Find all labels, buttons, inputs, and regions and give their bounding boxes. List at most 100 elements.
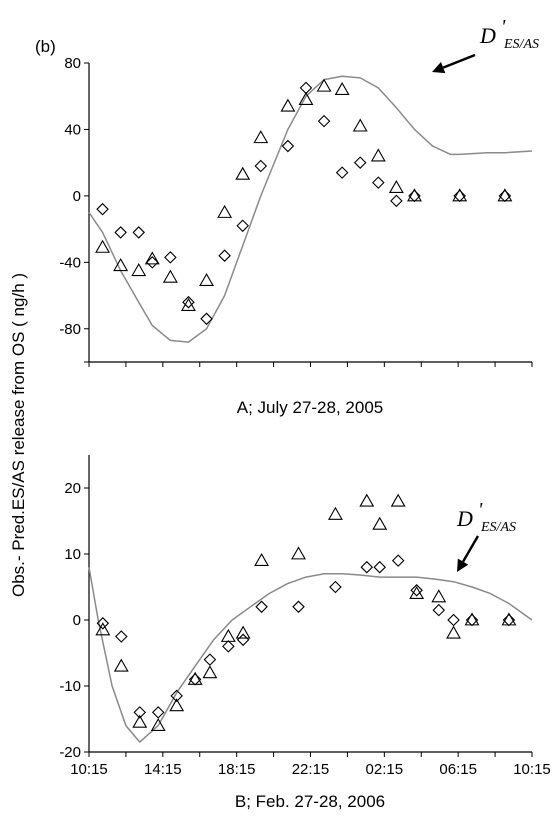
panel-b-triangle-point [431,589,447,603]
panel-b-y-tick-label: 20 [64,480,81,497]
panel-b-triangle-point [169,698,185,712]
panel-b-triangle-point [150,717,166,732]
panel-a-diamond-point [218,249,231,262]
panel-b-diamond-point [391,554,405,567]
panel-a-triangle-point [217,204,233,218]
panel-a-diamond-point [372,176,385,189]
panel-a-diamond-point [96,202,109,216]
panel-a-diamond-point [114,226,127,239]
panel-a-diamond-point [335,166,349,179]
panel-a-y-tick-label: 40 [64,121,81,138]
panel-b-triangle-point [359,493,375,507]
panel-a-model-curve [88,75,533,343]
panel-b-diamond-point [170,689,183,703]
panel-a-diamond-point [164,251,177,264]
panel-b-x-tick-label: 14:15 [144,761,182,778]
panel-b-diamond-point [133,706,147,719]
panel-label: (b) [35,37,56,56]
panel-b-y-tick-label: -20 [59,744,81,761]
panel-a-title: A; July 27-28, 2005 [237,398,383,417]
panel-b-triangle-point [95,622,111,636]
panel-b-triangle-point [254,552,270,567]
panel-b-triangle-point [220,628,236,642]
panel-b-x-tick-label: 18:15 [218,761,256,778]
panel-b-diamond-point [203,653,217,666]
panel-a-diamond-point [408,189,421,203]
y-axis-label: Obs.- Pred.ES/AS release from OS ( ng/h … [9,273,28,597]
panel-b-triangle-point [327,506,343,520]
panel-b-diamond-point [151,706,165,719]
annotation-a-arrow-shaft [442,53,476,69]
annotation-a: D ' ES/AS [479,16,539,52]
panel-b-diamond-point [373,560,386,574]
panel-a-diamond-point [353,156,367,169]
panel-b-triangle-point [446,625,461,639]
panel-a-triangle-point [253,130,269,144]
panel-b-y-tick-label: 10 [64,546,81,563]
panel-a-diamond-point [254,159,268,173]
panel-b-diamond-point [188,673,202,686]
panel-b-y-tick-label: -10 [59,678,81,695]
panel-b-diamond-point [329,580,342,594]
panel-b-diamond-point [465,613,479,627]
panel-a-triangle-point [352,118,368,132]
panel-b-x-tick-label: 02:15 [366,761,404,778]
panel-a-triangle-point [316,78,332,92]
annotation-b-arrow-head [457,558,469,572]
panel-a-diamond-point [453,189,466,203]
panel-a-triangle-point [298,91,314,105]
panel-a-diamond-point [182,295,195,309]
panel-a-y-tick-label: 80 [64,55,81,72]
annotation-a-prime: ' [501,16,506,38]
panel-a-triangle-point [113,258,129,272]
panel-b-diamond-point [222,640,235,653]
panel-b-y-tick-label: 0 [73,612,81,629]
panel-a-triangle-point [131,263,147,277]
annotation-a-sub: ES/AS [503,37,539,52]
panel-b-diamond-point [410,584,423,597]
panel-a-triangle-point [280,98,296,112]
annotation-b-main: D [456,506,473,531]
annotation-b-sub: ES/AS [480,520,516,535]
annotation-a-arrow-head [432,62,446,74]
panel-b-triangle-point [235,625,251,639]
panel-b-triangle-point [372,516,388,530]
panel-a-diamond-point [200,312,213,326]
panel-b-triangle-point [390,493,406,507]
panel-b-diamond-point [502,613,516,627]
panel-a-triangle-point [388,179,404,194]
panel-a-triangle-point [370,148,386,162]
panel-b-x-tick-label: 10:15 [70,761,108,778]
panel-a-triangle-point [95,239,111,253]
panel-a-y-tick-label: 0 [73,188,81,205]
panel-b-triangle-point [132,714,148,728]
annotation-b-prime: ' [478,499,483,521]
panel-b-diamond-point [236,633,250,647]
panel-a-y-tick-label: -80 [59,321,81,338]
panel-b-triangle-point [113,658,129,672]
panel-a-triangle-point [162,269,178,283]
panel-b-x-tick-label: 22:15 [292,761,330,778]
panel-b-diamond-point [292,600,305,614]
panel-a: 80 40 0 -40 -80 [59,55,533,367]
panel-b-triangle-point [291,546,306,560]
panel-b-model-curve [88,567,533,743]
panel-b-x-tick-label: 10:15 [513,761,551,778]
panel-b-diamond-point [447,613,460,627]
panel-b-title: B; Feb. 27-28, 2006 [235,792,385,811]
panel-a-triangle-point [199,272,214,287]
panel-a-diamond-point [299,81,313,95]
panel-b-triangle-point [202,665,218,679]
panel-b-diamond-point [255,600,268,614]
annotation-b-arrow-shaft [462,535,480,563]
annotation-b: D ' ES/AS [456,499,516,535]
panel-b-diamond-point [360,560,374,574]
panel-b-diamond-point [115,630,128,643]
panel-a-diamond-point [317,114,331,128]
annotation-a-main: D [479,23,496,48]
panel-b-diamond-point [96,617,110,630]
panel-a-diamond-point [390,194,403,208]
panel-a-diamond-point [146,256,159,269]
